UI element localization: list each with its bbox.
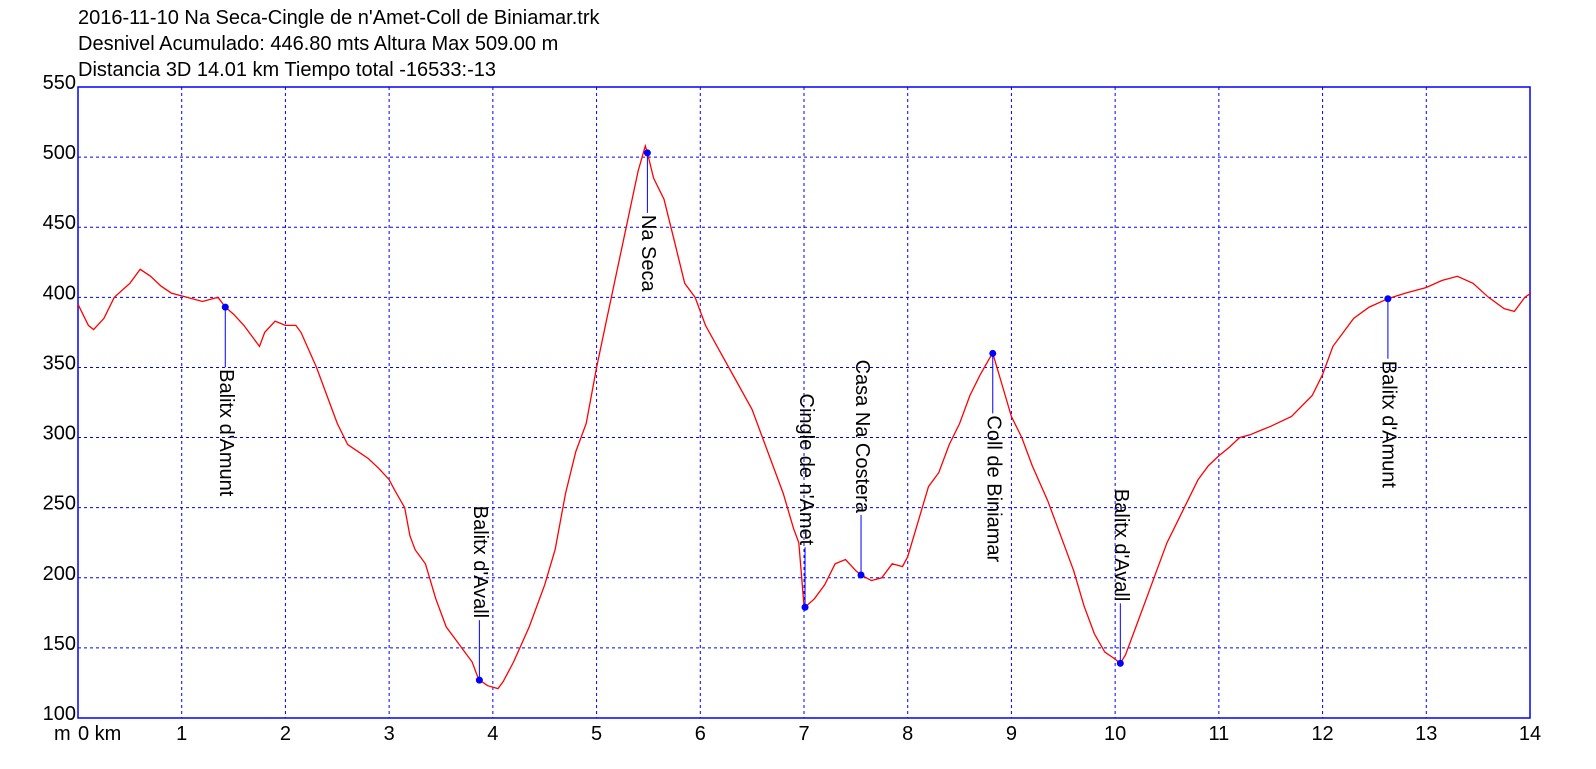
y-tick-label: 500 [43, 142, 76, 164]
waypoint-label: Casa Na Costera [851, 360, 873, 514]
title-line: Desnivel Acumulado: 446.80 mts Altura Ma… [78, 33, 558, 55]
waypoint [1384, 295, 1392, 303]
y-tick-label: 250 [43, 493, 76, 515]
x-tick-label: 2 [280, 723, 291, 745]
y-tick-label: 150 [43, 633, 76, 655]
waypoint-label: Balitx d'Avall [469, 506, 491, 618]
y-tick-label: 550 [43, 72, 76, 94]
x-tick-label: 0 km [78, 723, 121, 745]
waypoint [475, 676, 483, 684]
x-tick-label: 9 [1006, 723, 1017, 745]
waypoint-label: Coll de Biniamar [982, 415, 1004, 562]
x-tick-label: 11 [1208, 723, 1229, 745]
plot-frame [77, 86, 1531, 719]
waypoint [1116, 659, 1124, 667]
x-tick-label: 14 [1519, 723, 1541, 745]
x-tick-label: 13 [1415, 723, 1437, 745]
title-line: 2016-11-10 Na Seca-Cingle de n'Amet-Coll… [78, 7, 600, 29]
x-tick-label: 12 [1311, 723, 1333, 745]
elevation-line [77, 143, 1532, 690]
waypoint-label: Balitx d'Avall [1110, 489, 1132, 601]
y-tick-label: 400 [43, 282, 76, 304]
waypoint-label: Balitx d'Amunt [215, 369, 237, 497]
waypoint [801, 603, 809, 611]
waypoint [857, 571, 865, 579]
waypoint-label: Na Seca [637, 215, 659, 293]
y-tick-label: 100 [43, 703, 76, 725]
waypoint-label: Balitx d'Amunt [1378, 361, 1400, 489]
x-tick-label: 4 [487, 723, 498, 745]
x-tick-label: 3 [384, 723, 395, 745]
x-tick-label: 6 [695, 723, 706, 745]
waypoint-label: Cingle de n'Amet [795, 394, 817, 546]
x-tick-label: 1 [176, 723, 187, 745]
x-tick-label: 8 [902, 723, 913, 745]
title-line: Distancia 3D 14.01 km Tiempo total -1653… [78, 59, 496, 81]
y-tick-label: 350 [43, 352, 76, 374]
y-unit: m [54, 723, 71, 745]
y-tick-label: 200 [43, 563, 76, 585]
x-tick-label: 10 [1104, 723, 1126, 745]
y-tick-label: 300 [43, 423, 76, 445]
y-tick-label: 450 [43, 212, 76, 234]
waypoint [643, 149, 651, 157]
x-tick-label: 7 [798, 723, 809, 745]
waypoint [221, 303, 229, 311]
waypoint [989, 349, 997, 357]
x-tick-label: 5 [591, 723, 602, 745]
